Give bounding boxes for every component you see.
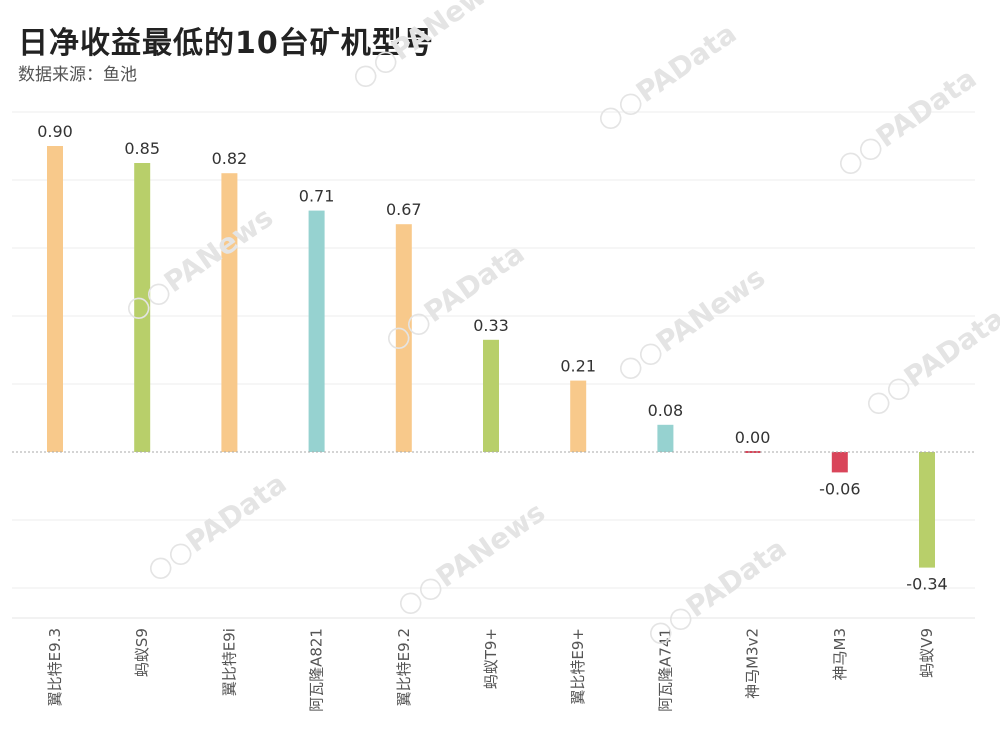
data-label: 0.08 [648,401,684,420]
bar [221,173,238,452]
bar [395,224,412,452]
bar [919,452,935,568]
bar [308,210,325,452]
data-label: 0.21 [560,357,596,376]
chart-title: 日净收益最低的10台矿机型号 [18,26,434,61]
category-label: 翼比特E9+ [569,628,587,705]
bar [831,452,848,473]
data-label: 0.82 [212,149,248,168]
bar [570,380,587,452]
data-label: 0.71 [299,187,335,206]
category-label: 神马M3v2 [744,628,762,699]
category-label: 蚂蚁V9 [918,628,936,678]
data-label: 0.00 [735,428,771,447]
data-label: 0.90 [37,122,73,141]
data-label: 0.85 [124,139,160,158]
category-label: 阿瓦隆A741 [656,628,674,712]
data-label: 0.33 [473,316,509,335]
bar [47,146,63,452]
bar [134,163,151,452]
category-label: 神马M3 [831,628,849,681]
data-label: -0.34 [906,575,947,594]
data-label: 0.67 [386,200,422,219]
bar [483,339,499,452]
category-label: 蚂蚁T9+ [482,628,500,689]
data-label: -0.06 [819,479,860,498]
bar [657,424,674,452]
category-label: 阿瓦隆A821 [308,628,326,712]
category-label: 翼比特E9.3 [46,628,64,706]
category-label: 翼比特E9.2 [395,628,413,706]
category-label: 蚂蚁S9 [133,628,151,677]
category-label: 翼比特E9i [220,628,238,696]
chart-subtitle: 数据来源：鱼池 [18,65,137,85]
